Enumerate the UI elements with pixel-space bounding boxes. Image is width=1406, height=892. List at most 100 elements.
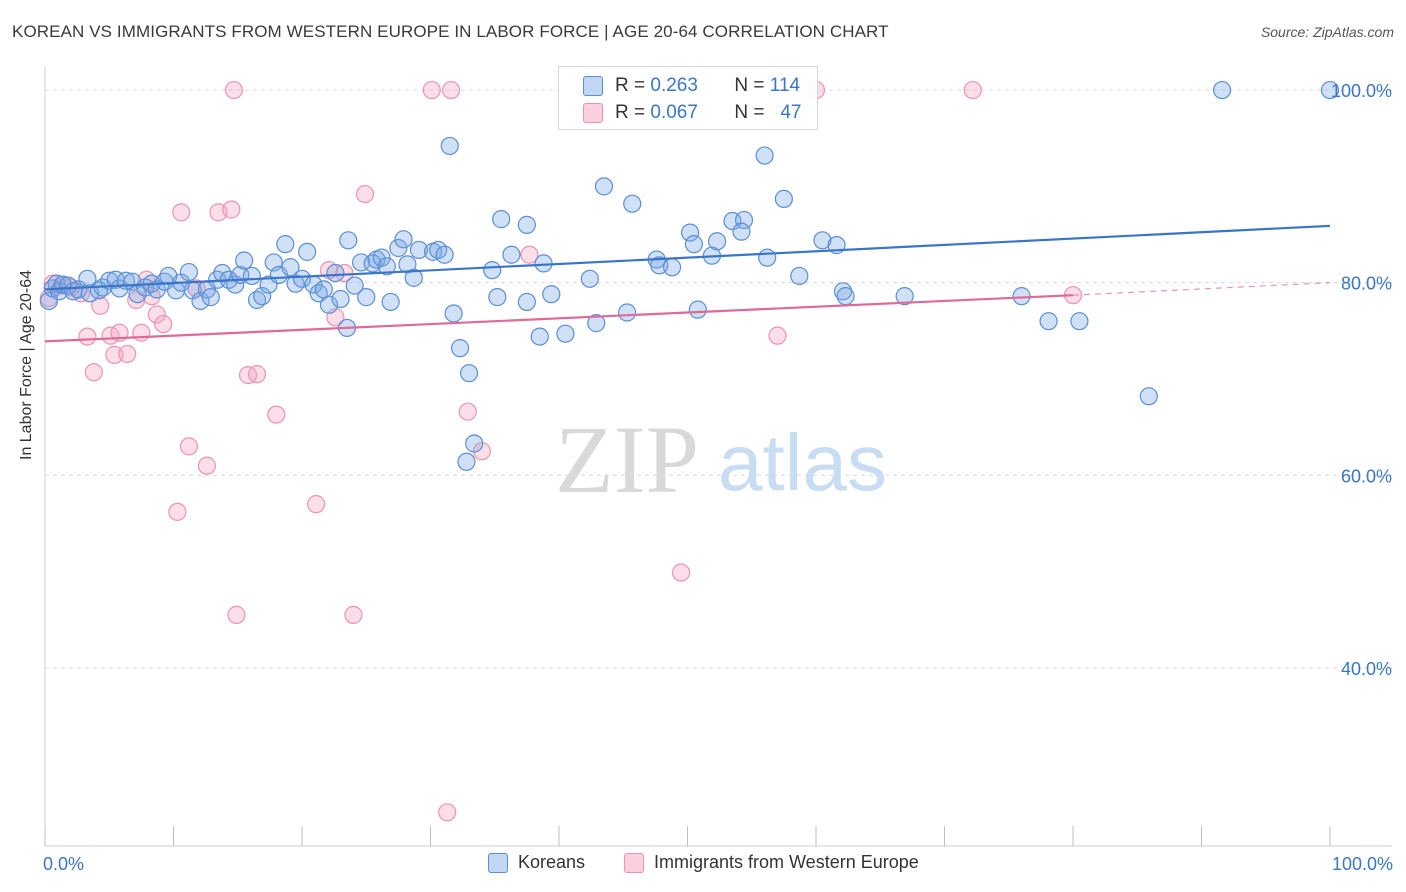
- source-label: Source: ZipAtlas.com: [1260, 24, 1394, 40]
- immigrant-point: [179, 437, 199, 456]
- immigrant-point: [671, 563, 691, 582]
- legend-item-koreans[interactable]: Koreans: [488, 852, 585, 873]
- korean-point: [623, 194, 642, 213]
- korean-point: [281, 258, 300, 277]
- legend-swatch-pink: [624, 852, 644, 873]
- y-tick-labels: 40.0% 60.0% 80.0% 100.0%: [1331, 81, 1392, 679]
- korean-point: [1212, 80, 1232, 100]
- immigrant-point: [344, 605, 363, 624]
- korean-point: [276, 235, 295, 254]
- immigrant-point: [84, 363, 103, 382]
- korean-point: [201, 288, 220, 307]
- korean-point: [450, 339, 470, 358]
- immigrant-point: [355, 184, 375, 204]
- immigrant-point: [147, 305, 166, 324]
- korean-point: [394, 230, 413, 249]
- korean-point: [377, 257, 396, 276]
- korean-point: [594, 177, 614, 196]
- immigrant-point: [127, 290, 146, 310]
- immigrant-trend-line: [44, 294, 1074, 343]
- stats-swatch-blue: [583, 76, 603, 96]
- immigrant-point: [267, 405, 286, 424]
- korean-point: [435, 245, 454, 264]
- korean-point: [895, 287, 914, 306]
- korean-point: [292, 269, 312, 288]
- korean-point: [813, 231, 832, 250]
- korean-point: [372, 248, 391, 267]
- korean-point: [618, 303, 637, 322]
- korean-point: [680, 223, 700, 242]
- korean-point: [483, 261, 502, 280]
- immigrant-point: [118, 344, 137, 364]
- immigrant-point: [307, 495, 326, 514]
- axes: [44, 66, 1392, 847]
- immigrant-point: [441, 80, 461, 100]
- korean-point: [492, 210, 511, 229]
- korean-point: [179, 262, 199, 282]
- y-tick-label: 100.0%: [1331, 81, 1392, 101]
- stats-n-value: 47: [780, 102, 802, 123]
- stats-n-value: 114: [769, 75, 801, 96]
- korean-point: [790, 266, 809, 286]
- korean-point: [556, 324, 575, 343]
- immigrant-point: [78, 327, 97, 346]
- korean-trend-line: [44, 224, 1331, 291]
- immigrant-point: [197, 456, 217, 475]
- korean-point: [444, 304, 463, 323]
- korean-point: [734, 210, 754, 230]
- y-tick-label: 80.0%: [1341, 274, 1392, 294]
- y-axis-label: In Labor Force | Age 20-64: [18, 269, 35, 460]
- trend-lines: [44, 224, 1331, 343]
- korean-point: [339, 231, 358, 250]
- y-tick-label: 60.0%: [1341, 466, 1392, 486]
- korean-point: [253, 287, 272, 306]
- korean-point: [235, 251, 254, 270]
- korean-point: [836, 287, 855, 306]
- korean-point: [298, 242, 317, 261]
- stats-n-label: N =: [734, 102, 765, 123]
- immigrant-point: [472, 442, 491, 461]
- stats-n-label: N =: [734, 75, 765, 96]
- korean-point: [326, 263, 345, 283]
- korean-point: [409, 240, 429, 260]
- korean-point: [684, 235, 704, 254]
- korean-point: [774, 189, 793, 208]
- korean-point: [357, 288, 376, 307]
- stats-r-label: R =: [615, 102, 646, 123]
- immigrant-point: [154, 314, 173, 334]
- y-axis-label-wrap: In Labor Force | Age 20-64: [18, 0, 48, 892]
- korean-point: [440, 136, 459, 156]
- immigrant-point: [172, 203, 191, 222]
- korean-point: [580, 269, 599, 288]
- korean-point: [1070, 312, 1089, 331]
- legend: Koreans Immigrants from Western Europe: [0, 852, 1406, 876]
- gridlines: [45, 89, 1392, 669]
- stats-r-label: R =: [615, 75, 646, 96]
- chart-title: KOREAN VS IMMIGRANTS FROM WESTERN EUROPE…: [12, 22, 889, 41]
- korean-point: [488, 288, 507, 307]
- stats-box: R = 0.263 N = 114 R = 0.067 N = 47: [558, 66, 818, 130]
- legend-item-immigrants[interactable]: Immigrants from Western Europe: [624, 852, 919, 873]
- korean-point: [345, 276, 364, 295]
- korean-point: [1039, 312, 1058, 331]
- immigrant-point: [438, 803, 457, 822]
- korean-point: [404, 268, 423, 287]
- immigrant-point: [963, 80, 982, 100]
- immigrant-point: [222, 200, 241, 219]
- korean-point: [59, 276, 78, 295]
- legend-label: Immigrants from Western Europe: [654, 852, 919, 872]
- korean-point: [389, 238, 408, 258]
- y-tick-label: 40.0%: [1341, 659, 1392, 679]
- immigrant-point: [247, 365, 267, 384]
- korean-point: [242, 266, 261, 286]
- immigrant-point: [168, 502, 187, 521]
- immigrant-point: [768, 326, 787, 345]
- korean-point: [758, 248, 777, 267]
- korean-point: [319, 295, 339, 314]
- stats-r-value: 0.263: [650, 75, 698, 96]
- series-koreans: [39, 80, 1340, 471]
- immigrant-point: [458, 402, 477, 421]
- korean-point: [732, 222, 751, 241]
- korean-point: [465, 434, 484, 453]
